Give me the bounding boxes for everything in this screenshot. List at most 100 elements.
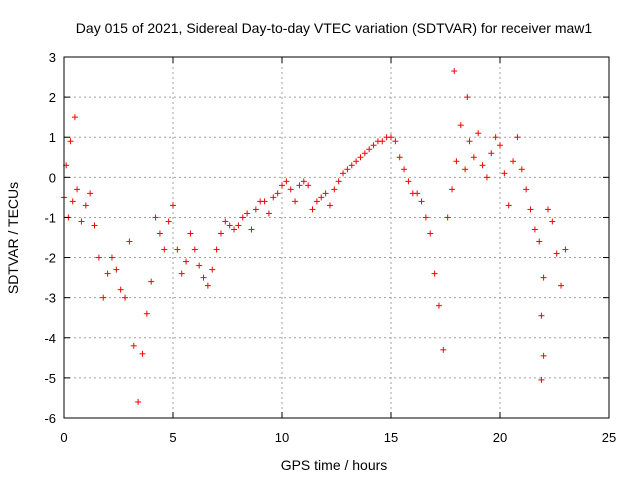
data-point: [139, 350, 146, 357]
data-point: [488, 150, 495, 157]
data-point: [396, 154, 403, 161]
data-point: [553, 250, 560, 257]
data-point: [335, 178, 342, 185]
grid-layer: [64, 57, 609, 418]
y-tick-label: -6: [44, 411, 56, 426]
data-point: [353, 158, 360, 165]
data-point: [122, 294, 129, 301]
data-point: [222, 218, 229, 225]
data-point: [91, 222, 98, 229]
x-tick-label: 20: [493, 430, 507, 445]
x-tick-label: 5: [169, 430, 176, 445]
data-point: [313, 198, 320, 205]
data-point: [283, 178, 290, 185]
data-point: [544, 206, 551, 213]
data-point: [475, 130, 482, 137]
data-point: [279, 182, 285, 189]
data-point: [427, 230, 434, 237]
data-point: [379, 138, 386, 145]
data-point: [348, 162, 355, 169]
y-tick-label: 0: [49, 170, 56, 185]
y-tick-label: 2: [49, 90, 56, 105]
data-point: [331, 186, 338, 193]
data-point: [170, 202, 176, 209]
data-point: [388, 134, 394, 141]
data-point: [178, 270, 185, 277]
data-point: [152, 214, 159, 221]
data-point: [431, 270, 438, 277]
data-point: [287, 186, 294, 193]
data-point: [71, 114, 78, 121]
data-point: [108, 254, 115, 261]
data-point: [418, 198, 425, 205]
x-tick-label: 25: [602, 430, 616, 445]
data-point: [340, 170, 347, 177]
data-point: [549, 218, 556, 225]
data-point: [414, 190, 421, 197]
data-point: [226, 222, 233, 229]
data-point: [536, 238, 543, 245]
data-point: [497, 142, 503, 149]
x-tick-label: 10: [275, 430, 289, 445]
data-point: [318, 194, 325, 201]
data-point: [252, 206, 259, 213]
data-point: [523, 186, 530, 193]
data-point: [440, 346, 447, 353]
data-point: [453, 158, 460, 165]
data-point: [422, 214, 429, 221]
plot-frame: [63, 56, 610, 419]
chart-title: Day 015 of 2021, Sidereal Day-to-day VTE…: [76, 20, 593, 36]
data-point-outlier: [451, 68, 458, 75]
data-point: [209, 266, 216, 273]
data-point: [174, 246, 181, 253]
data-point: [113, 266, 120, 273]
data-point: [322, 190, 329, 197]
data-point: [78, 218, 85, 225]
data-point: [305, 182, 312, 189]
data-point: [248, 226, 255, 233]
data-point: [344, 166, 351, 173]
data-point: [156, 230, 163, 237]
data-layer: [61, 68, 569, 405]
data-point: [309, 206, 316, 213]
data-point: [191, 246, 198, 253]
data-point: [148, 278, 155, 285]
data-point: [161, 246, 168, 253]
x-axis-label: GPS time / hours: [281, 457, 388, 473]
data-point: [483, 174, 490, 181]
data-point: [392, 138, 399, 145]
data-point: [104, 270, 111, 277]
data-point: [514, 134, 521, 141]
data-point: [117, 286, 124, 293]
data-point: [244, 210, 251, 217]
data-point: [292, 198, 299, 205]
data-point: [274, 190, 281, 197]
data-point: [435, 302, 442, 309]
data-point: [470, 154, 477, 161]
y-tick-label: -5: [44, 371, 56, 386]
data-point: [462, 166, 469, 173]
data-point: [540, 274, 547, 281]
data-point: [126, 238, 133, 245]
y-tick-label: -2: [44, 251, 56, 266]
data-point: [492, 134, 499, 141]
data-point: [87, 190, 94, 197]
data-point: [196, 262, 203, 269]
data-point: [95, 254, 102, 261]
data-point: [100, 294, 107, 301]
data-point: [531, 226, 538, 233]
data-point: [505, 202, 512, 209]
data-point: [510, 158, 517, 165]
data-point: [449, 186, 456, 193]
data-point: [270, 194, 277, 201]
data-point: [213, 246, 220, 253]
data-point: [69, 198, 76, 205]
y-tick-label: -3: [44, 291, 56, 306]
data-point: [239, 214, 246, 221]
y-axis-label: SDTVAR / TECUs: [5, 182, 21, 294]
x-tick-label: 15: [384, 430, 398, 445]
y-tick-label: 3: [49, 50, 56, 65]
data-point: [143, 310, 150, 317]
